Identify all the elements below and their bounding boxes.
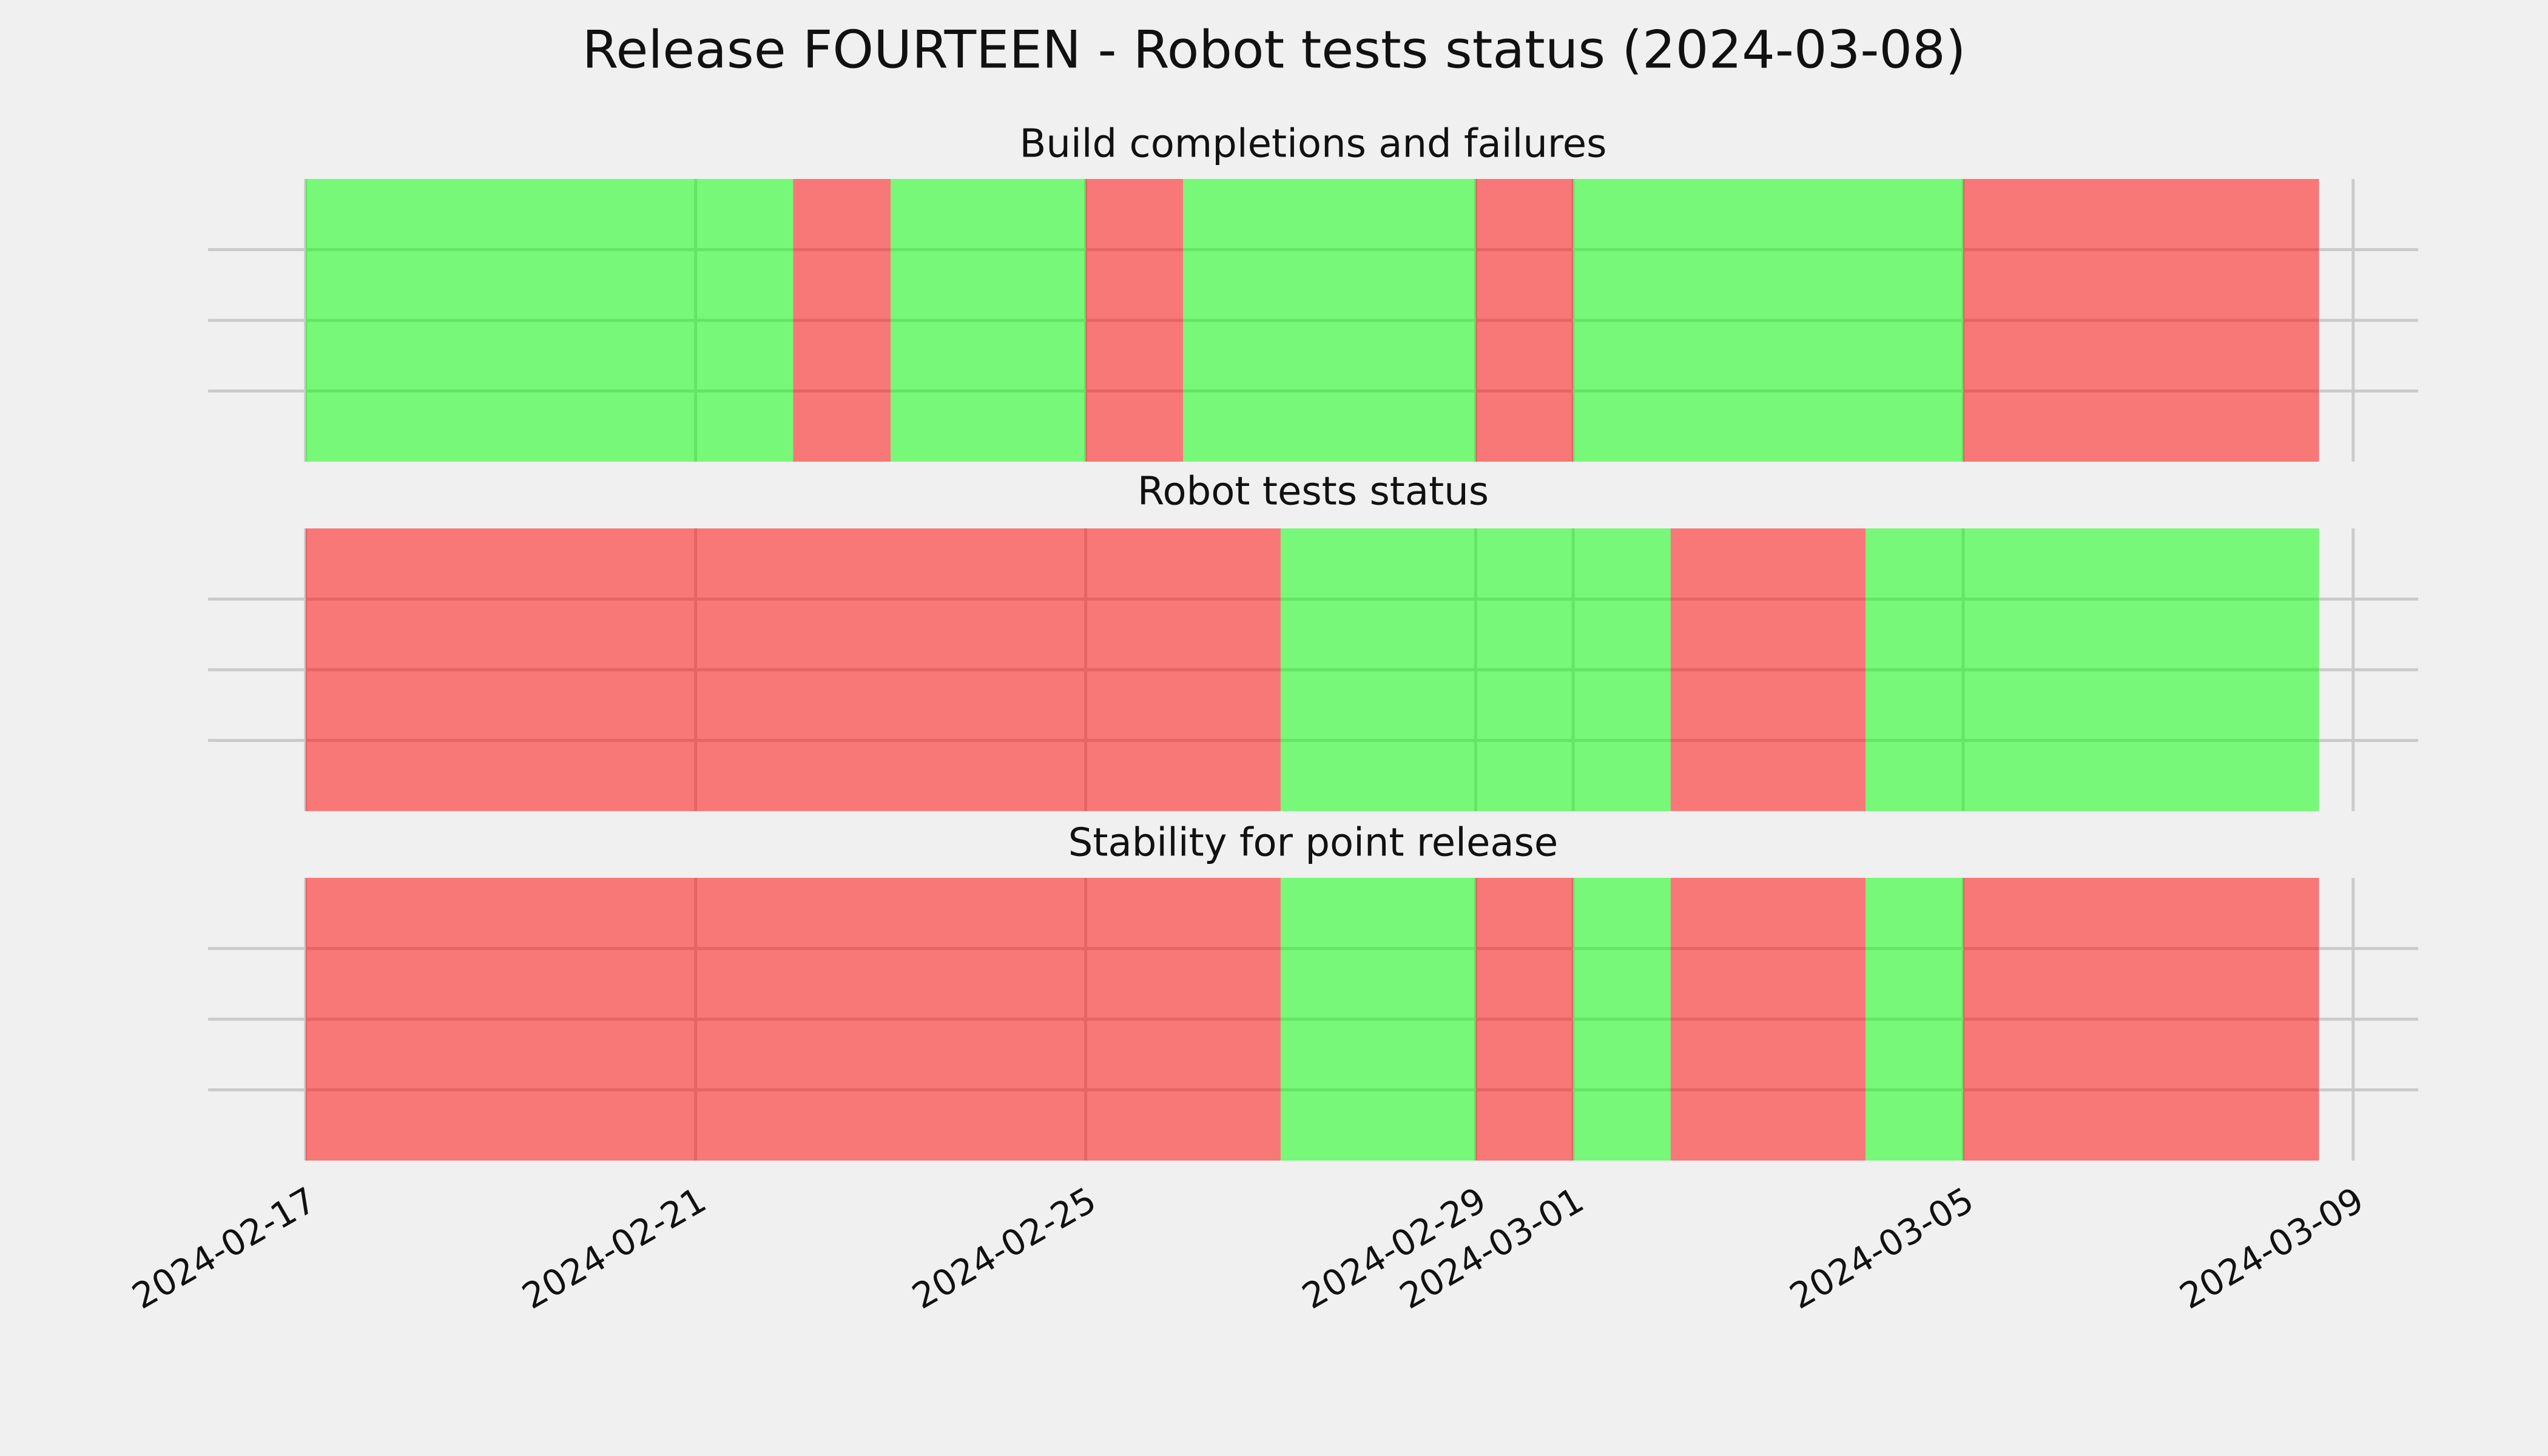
- status-span: [1866, 528, 2319, 811]
- status-span: [1670, 528, 1866, 811]
- status-span: [1866, 878, 1963, 1161]
- status-span: [1963, 179, 2319, 462]
- status-span: [1963, 878, 2319, 1161]
- panel-title: Stability for point release: [1068, 821, 1559, 866]
- status-span: [1085, 179, 1184, 462]
- status-span: [1670, 878, 1866, 1161]
- status-span: [891, 179, 1086, 462]
- status-span: [305, 878, 1281, 1161]
- panel-title: Build completions and failures: [1020, 122, 1607, 167]
- status-span: [1280, 528, 1671, 811]
- status-span: [793, 179, 891, 462]
- status-span: [305, 179, 794, 462]
- status-span: [1280, 878, 1476, 1161]
- status-span: [1573, 878, 1671, 1161]
- status-span: [1573, 179, 1963, 462]
- chart-title: Release FOURTEEN - Robot tests status (2…: [582, 19, 1966, 80]
- status-span: [305, 528, 1281, 811]
- panel-title: Robot tests status: [1138, 470, 1489, 514]
- status-span: [1183, 179, 1476, 462]
- status-span: [1475, 179, 1574, 462]
- status-span: [1475, 878, 1574, 1161]
